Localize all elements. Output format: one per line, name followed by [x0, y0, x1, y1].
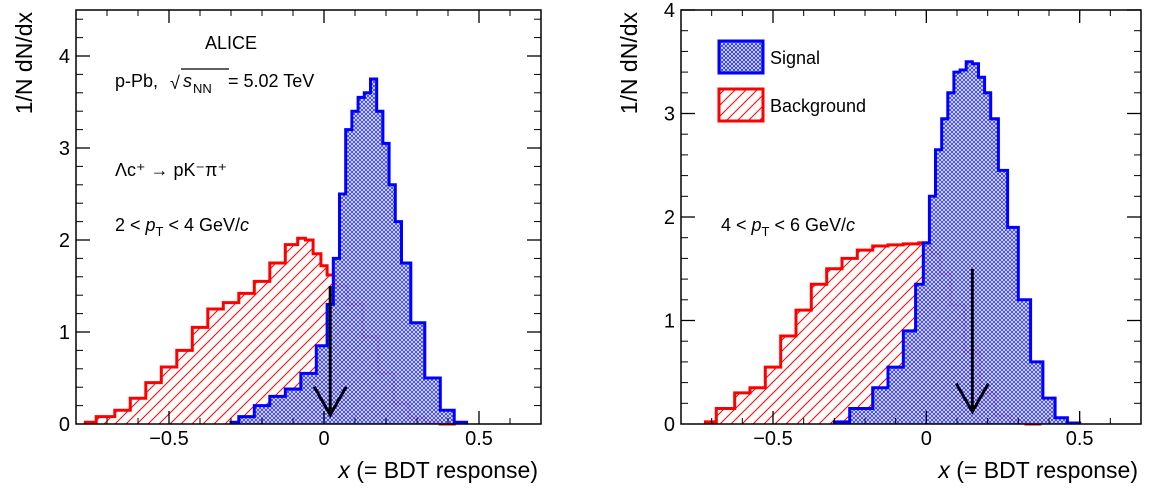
decay-channel-label: Λc⁺ → pK⁻π⁺ [115, 160, 227, 180]
right-arrow-head [955, 382, 990, 415]
left-y-tick-label: 2 [59, 230, 70, 252]
right-x-tick-label: 0 [921, 428, 932, 450]
energy-label: = 5.02 TeV [228, 71, 314, 91]
left-signal-line [229, 77, 469, 424]
panel-left-y-label: 1/N dN/dx [11, 12, 37, 115]
right-y-tick-label: 3 [664, 104, 675, 126]
experiment-label: ALICE [205, 33, 257, 53]
panel-right-cut-arrow [955, 268, 990, 415]
right-x-tick-label: −0.5 [753, 428, 792, 450]
panel-left-axes: −0.5 0 0.5 1 2 3 4 0 [59, 10, 542, 450]
right-x-tick-label: 0.5 [1066, 428, 1094, 450]
legend: Signal Background [717, 39, 866, 123]
right-signal-area [834, 61, 1080, 425]
panel-right-x-label: x (= BDT response) [937, 457, 1138, 483]
panel-left-x-label: x (= BDT response) [337, 457, 538, 483]
right-y-tick-label: 4 [664, 0, 675, 22]
panel-right-plot-area [704, 60, 1082, 426]
right-signal-line [832, 60, 1082, 425]
legend-swatch-background [717, 87, 765, 123]
sqrt-symbol: √ [170, 73, 180, 93]
legend-entry-signal: Signal [717, 39, 820, 75]
nn-subscript: NN [193, 81, 212, 96]
panel-left-cut-arrow [312, 286, 348, 418]
s-symbol: s [183, 71, 192, 91]
legend-label-signal: Signal [770, 48, 820, 68]
legend-entry-background: Background [717, 87, 866, 123]
panel-left-pt-range: 2 < pT < 4 GeV/c [115, 215, 249, 239]
left-y-tick-label: 4 [59, 46, 70, 68]
right-y-tick-label: 1 [664, 311, 675, 333]
panel-right-axes: −0.5 0 0.5 1 2 3 4 0 [664, 0, 1142, 450]
panel-left-plot-area [83, 77, 469, 426]
panel-right-y-label: 1/N dN/dx [616, 12, 642, 115]
collision-system-prefix: p-Pb, [115, 71, 158, 91]
panel-left-frame [75, 9, 542, 425]
left-y-tick-label: 0 [59, 414, 70, 436]
left-x-tick-label: 0 [318, 428, 329, 450]
panel-left: −0.5 0 0.5 1 2 3 4 0 x (= BDT response) 1/N dN/… [11, 9, 542, 483]
collision-system-label: p-Pb, √ s NN = 5.02 TeV [115, 68, 314, 96]
right-y-tick-label: 0 [664, 414, 675, 436]
left-signal-area [231, 79, 467, 424]
left-y-tick-label: 3 [59, 138, 70, 160]
left-arrow-head [312, 386, 348, 418]
legend-label-background: Background [770, 96, 866, 116]
right-y-tick-label: 2 [664, 207, 675, 229]
panel-right-pt-range: 4 < pT < 6 GeV/c [721, 215, 855, 239]
left-x-tick-label: −0.5 [149, 428, 188, 450]
panel-right: −0.5 0 0.5 1 2 3 4 0 x (= BDT response) 1/N dN/… [616, 0, 1142, 483]
left-x-tick-label: 0.5 [465, 428, 493, 450]
legend-swatch-signal [717, 39, 765, 75]
left-y-tick-label: 1 [59, 322, 70, 344]
